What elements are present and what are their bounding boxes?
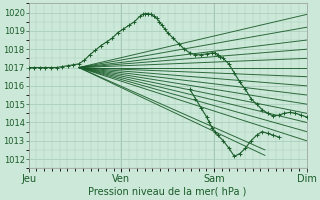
X-axis label: Pression niveau de la mer( hPa ): Pression niveau de la mer( hPa ) [89, 187, 247, 197]
